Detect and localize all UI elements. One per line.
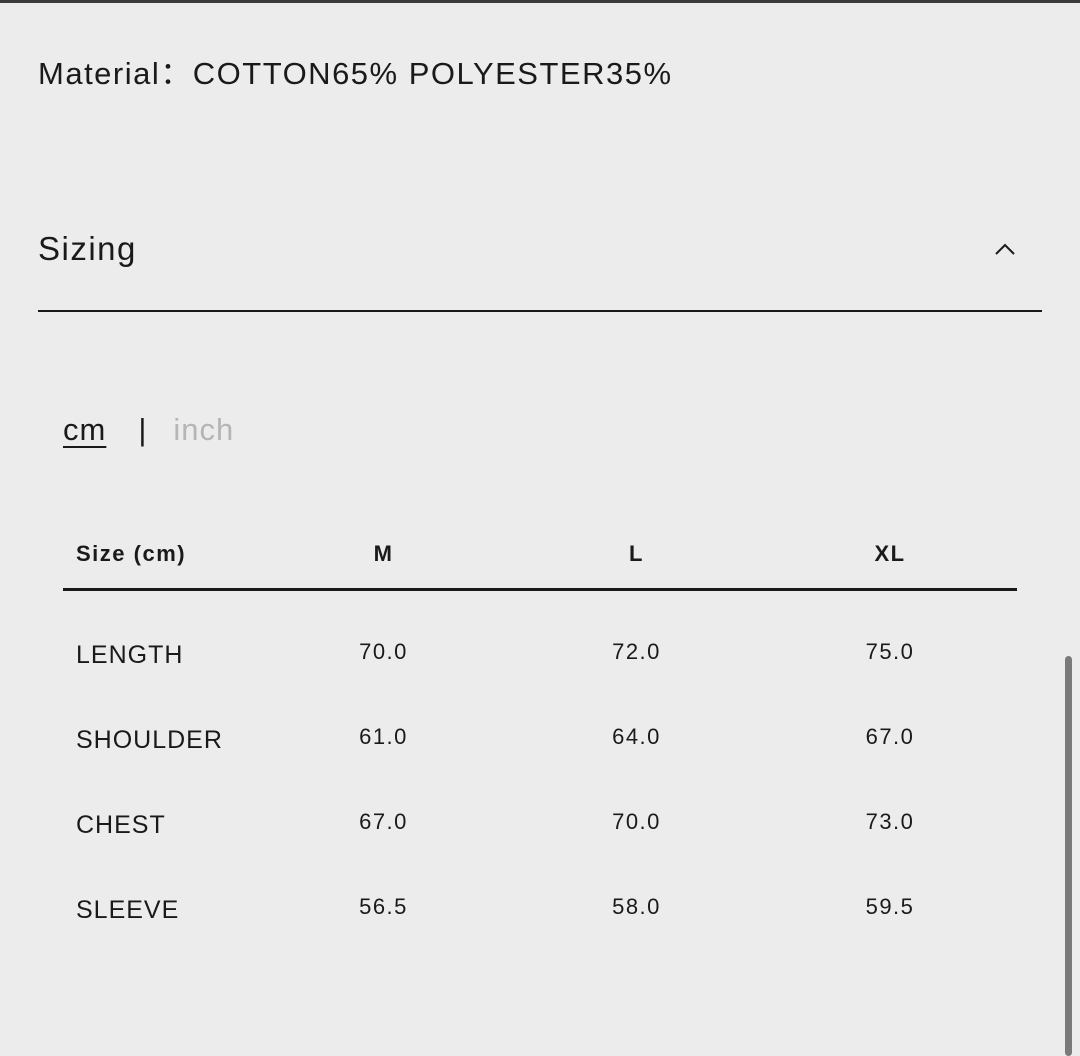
table-row: SHOULDER 61.0 64.0 67.0 [63, 698, 1017, 783]
cell-value: 72.0 [612, 638, 661, 664]
table-row: SLEEVE 56.5 58.0 59.5 [63, 868, 1017, 953]
cell-value: 67.0 [359, 808, 408, 834]
table-row: CHEST 67.0 70.0 73.0 [63, 783, 1017, 868]
unit-cm-link[interactable]: cm [63, 412, 107, 447]
cell-value: 70.0 [359, 638, 408, 664]
unit-toggle: cm | inch [63, 412, 234, 448]
header-size: Size (cm) [63, 520, 257, 591]
row-label: CHEST [76, 811, 166, 839]
sizing-accordion-header[interactable]: Sizing [38, 210, 1042, 312]
material-text: Material：COTTON65% POLYESTER35% [38, 56, 673, 91]
top-border [0, 0, 1080, 3]
cell-value: 70.0 [612, 808, 661, 834]
cell-value: 64.0 [612, 723, 661, 749]
size-table: Size (cm) M L XL LENGTH 70.0 72.0 75.0 S… [63, 520, 1017, 953]
row-label: SHOULDER [76, 726, 223, 754]
header-m: M [257, 520, 510, 591]
cell-value: 61.0 [359, 723, 408, 749]
sizing-title: Sizing [38, 230, 137, 267]
unit-separator: | [138, 412, 148, 447]
cell-value: 58.0 [612, 893, 661, 919]
header-xl: XL [763, 520, 1017, 591]
cell-value: 75.0 [865, 638, 915, 664]
chevron-up-icon[interactable] [994, 238, 1016, 260]
row-label: LENGTH [76, 641, 184, 669]
cell-value: 67.0 [865, 723, 915, 749]
table-header-row: Size (cm) M L XL [63, 520, 1017, 591]
cell-value: 59.5 [865, 893, 915, 919]
table-row: LENGTH 70.0 72.0 75.0 [63, 590, 1017, 699]
unit-inch-link[interactable]: inch [173, 412, 235, 447]
scrollbar[interactable] [1065, 656, 1072, 1056]
cell-value: 56.5 [359, 893, 408, 919]
cell-value: 73.0 [865, 808, 915, 834]
header-l: L [510, 520, 763, 591]
row-label: SLEEVE [76, 896, 180, 924]
